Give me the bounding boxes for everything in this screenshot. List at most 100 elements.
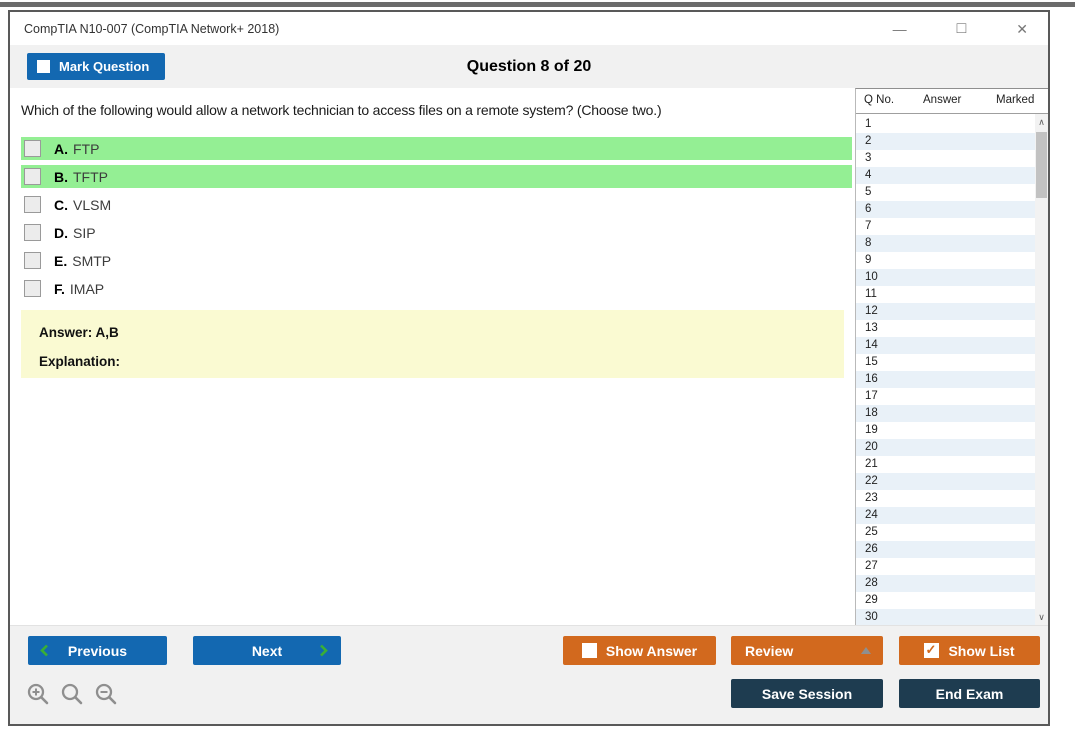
save-session-button[interactable]: Save Session — [731, 679, 883, 708]
option-letter: D. — [54, 224, 68, 241]
sidebar-scrollbar[interactable]: ∧ ∨ — [1035, 114, 1048, 625]
show-answer-label: Show Answer — [605, 642, 698, 659]
table-row[interactable]: 10 — [856, 269, 1035, 286]
show-list-label: Show List — [948, 642, 1015, 659]
table-row[interactable]: 22 — [856, 473, 1035, 490]
table-row[interactable]: 18 — [856, 405, 1035, 422]
option-text: FTP — [73, 140, 100, 157]
table-row[interactable]: 13 — [865, 322, 878, 334]
explanation-label: Explanation: — [39, 354, 121, 369]
chevron-right-icon — [319, 644, 328, 657]
zoom-out-icon[interactable] — [94, 682, 119, 707]
table-row[interactable]: 20 — [856, 439, 1035, 456]
close-icon[interactable]: ✕ — [1016, 20, 1028, 37]
table-row[interactable]: 26 — [856, 541, 1035, 558]
zoom-reset-icon[interactable] — [60, 682, 85, 707]
maximize-icon[interactable]: □ — [956, 19, 967, 37]
option-letter: C. — [54, 196, 68, 213]
show-list-checkbox[interactable] — [924, 642, 940, 658]
table-row[interactable]: 16 — [856, 371, 1035, 388]
table-row[interactable]: 5 — [865, 186, 872, 198]
table-row[interactable]: 2 — [856, 133, 1035, 150]
option-row[interactable]: F. IMAP — [21, 277, 852, 300]
table-row[interactable]: 30 — [856, 609, 1035, 626]
previous-label: Previous — [67, 642, 128, 659]
save-session-label: Save Session — [761, 685, 853, 702]
dropdown-up-icon — [861, 647, 871, 654]
question-list-sidebar: Q No. Answer Marked 1 2 3 4 5 6 7 8 9 10 11 12 13 14 1… — [855, 88, 1048, 626]
column-marked: Marked — [996, 94, 1035, 106]
option-checkbox[interactable] — [24, 252, 41, 269]
window-title: CompTIA N10-007 (CompTIA Network+ 2018) — [24, 21, 280, 36]
mark-question-label: Mark Question — [59, 59, 150, 74]
table-row[interactable]: 6 — [856, 201, 1035, 218]
question-panel: Which of the following would allow a net… — [10, 88, 855, 625]
option-letter: B. — [54, 168, 68, 185]
end-exam-button[interactable]: End Exam — [899, 679, 1040, 708]
table-row[interactable]: 11 — [865, 288, 877, 300]
app-window: CompTIA N10-007 (CompTIA Network+ 2018) … — [8, 10, 1050, 726]
table-row[interactable]: 29 — [865, 594, 878, 606]
review-button[interactable]: Review — [731, 636, 883, 665]
table-row[interactable]: 21 — [865, 458, 878, 470]
table-row[interactable]: 23 — [865, 492, 878, 504]
option-checkbox[interactable] — [24, 224, 41, 241]
option-checkbox[interactable] — [24, 168, 41, 185]
zoom-in-icon[interactable] — [26, 682, 51, 707]
zoom-controls — [26, 682, 119, 707]
table-row[interactable]: 1 — [865, 118, 872, 130]
question-table-header: Q No. Answer Marked — [856, 89, 1048, 114]
table-row[interactable]: 24 — [856, 507, 1035, 524]
question-counter: Question 8 of 20 — [466, 57, 592, 75]
table-row[interactable]: 28 — [856, 575, 1035, 592]
table-row[interactable]: 9 — [865, 254, 872, 266]
next-label: Next — [251, 642, 283, 659]
table-row[interactable]: 14 — [856, 337, 1035, 354]
table-row[interactable]: 25 — [865, 526, 878, 538]
option-checkbox[interactable] — [24, 140, 41, 157]
show-answer-checkbox[interactable] — [581, 643, 597, 658]
option-checkbox[interactable] — [24, 280, 41, 297]
table-row[interactable]: 17 — [865, 390, 878, 402]
next-button[interactable]: Next — [193, 636, 341, 665]
answer-label: Answer: A,B — [39, 325, 119, 340]
option-row[interactable]: E. SMTP — [21, 249, 852, 272]
previous-button[interactable]: Previous — [28, 636, 167, 665]
mark-question-checkbox[interactable] — [37, 60, 50, 73]
option-row[interactable]: C. VLSM — [21, 193, 852, 216]
table-row[interactable]: 8 — [856, 235, 1035, 252]
table-row[interactable]: 7 — [865, 220, 872, 232]
chevron-left-icon — [40, 644, 49, 657]
column-q-no: Q No. — [864, 94, 895, 106]
end-exam-label: End Exam — [935, 685, 1004, 702]
option-checkbox[interactable] — [24, 196, 41, 213]
option-text: TFTP — [73, 168, 108, 185]
option-letter: A. — [54, 140, 68, 157]
option-letter: F. — [54, 280, 65, 297]
option-row[interactable]: B. TFTP — [21, 165, 852, 188]
option-row[interactable]: D. SIP — [21, 221, 852, 244]
minimize-icon[interactable]: — — [892, 20, 907, 37]
scroll-up-icon[interactable]: ∧ — [1038, 117, 1045, 127]
scroll-down-icon[interactable]: ∨ — [1038, 612, 1045, 622]
scrollbar-thumb[interactable] — [1036, 132, 1047, 198]
mark-question-button[interactable]: Mark Question — [27, 53, 165, 80]
footer-bar: Previous Next Show Answer Review Show Li… — [10, 625, 1048, 724]
table-row[interactable]: 12 — [856, 303, 1035, 320]
question-table-body: 1 2 3 4 5 6 7 8 9 10 11 12 13 14 15 16 17 18 19 20 21 22 23 24 2… — [856, 116, 1035, 626]
table-row[interactable]: 27 — [865, 560, 878, 572]
window-controls: — □ ✕ — [892, 19, 1038, 37]
table-row[interactable]: 3 — [865, 152, 872, 164]
option-text: VLSM — [73, 196, 112, 213]
review-label: Review — [745, 642, 794, 659]
show-answer-button[interactable]: Show Answer — [563, 636, 716, 665]
question-table: 1 2 3 4 5 6 7 8 9 10 11 12 13 14 15 16 17 18 19 20 21 22 23 24 2… — [856, 114, 1048, 626]
option-text: SMTP — [72, 252, 112, 269]
table-row[interactable]: 4 — [856, 167, 1035, 184]
table-row[interactable]: 19 — [865, 424, 878, 436]
option-text: SIP — [73, 224, 96, 241]
options-list: A. FTP B. TFTP C. VLSM D. SIP E. SMTP F. IMAP — [10, 137, 855, 300]
show-list-button[interactable]: Show List — [899, 636, 1040, 665]
option-row[interactable]: A. FTP — [21, 137, 852, 160]
table-row[interactable]: 15 — [865, 356, 878, 368]
